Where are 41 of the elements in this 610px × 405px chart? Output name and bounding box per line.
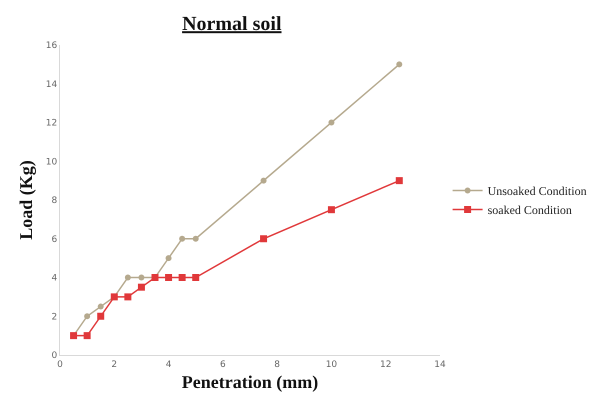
- y-tick-label: 14: [46, 80, 58, 90]
- x-tick-label: 10: [326, 360, 338, 370]
- point: [328, 120, 334, 126]
- point: [138, 274, 144, 280]
- point: [396, 61, 402, 68]
- x-tick-label: 14: [434, 360, 446, 370]
- point: [260, 178, 267, 184]
- point: [396, 177, 403, 184]
- x-tick-label: 6: [220, 360, 226, 370]
- point: [84, 332, 91, 340]
- point: [192, 236, 199, 242]
- y-tick-label: 10: [46, 157, 58, 168]
- y-tick-label: 12: [46, 118, 58, 129]
- x-tick-label: 4: [166, 360, 172, 370]
- point: [165, 274, 172, 281]
- y-tick-label: 2: [51, 312, 58, 322]
- legend-label: Unsoaked Condition: [488, 184, 587, 198]
- point: [124, 293, 132, 300]
- point: [328, 206, 335, 214]
- point: [192, 274, 200, 281]
- x-axis-title: Penetration (mm): [182, 372, 318, 392]
- point: [98, 304, 104, 310]
- point: [260, 235, 268, 242]
- point: [84, 313, 90, 320]
- y-tick-label: 0: [51, 351, 58, 362]
- x-tick-label: 12: [380, 360, 392, 370]
- y-tick-label: 6: [51, 234, 58, 245]
- y-axis-title: Load (Kg): [16, 160, 36, 240]
- x-tick-label: 2: [111, 360, 118, 370]
- legend-label: soaked Condition: [488, 203, 572, 218]
- y-tick-label: 8: [51, 196, 58, 206]
- point: [178, 274, 186, 281]
- point: [166, 255, 172, 262]
- point: [179, 236, 186, 242]
- x-tick-label: 8: [274, 360, 280, 370]
- point: [138, 284, 145, 291]
- y-tick-label: 16: [46, 41, 58, 52]
- y-tick-label: 4: [51, 274, 58, 284]
- chart-title: Normal soil: [182, 13, 282, 36]
- point: [97, 312, 104, 320]
- point: [124, 274, 131, 280]
